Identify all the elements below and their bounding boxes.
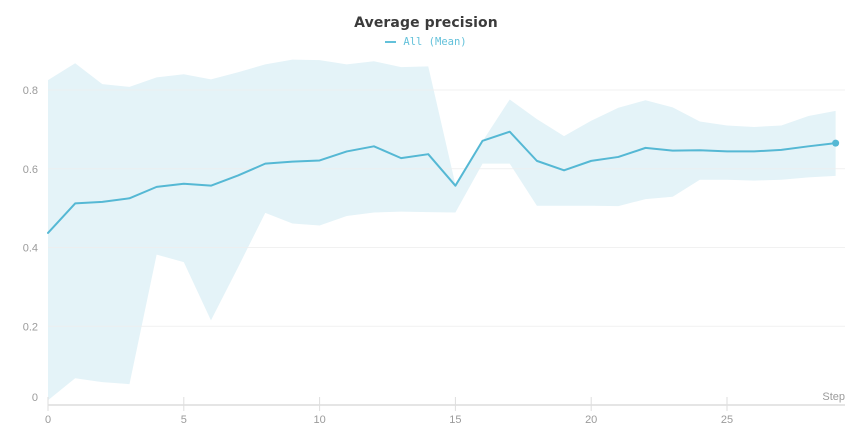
y-tick-label: 0: [32, 392, 38, 404]
chart-legend[interactable]: All (Mean): [0, 36, 852, 48]
x-tick-label: 10: [313, 414, 325, 426]
y-tick-label: 0.6: [23, 164, 38, 176]
legend-label: All (Mean): [403, 36, 467, 48]
legend-line-swatch: [385, 41, 397, 43]
y-tick-label: 0.8: [23, 85, 38, 97]
last-point-dot: [832, 139, 840, 147]
x-tick-label: 15: [449, 414, 461, 426]
x-tick-label: 20: [585, 414, 597, 426]
mean-line: [47, 130, 837, 234]
x-tick-label: 5: [181, 414, 187, 426]
x-tick-label: 25: [721, 414, 733, 426]
y-tick-label: 0.2: [23, 321, 38, 333]
confidence-band: [48, 59, 836, 401]
x-axis-title: Step: [822, 391, 845, 403]
y-tick-label: 0.4: [23, 243, 38, 255]
chart-title: Average precision: [354, 15, 498, 31]
x-tick-label: 0: [45, 414, 51, 426]
